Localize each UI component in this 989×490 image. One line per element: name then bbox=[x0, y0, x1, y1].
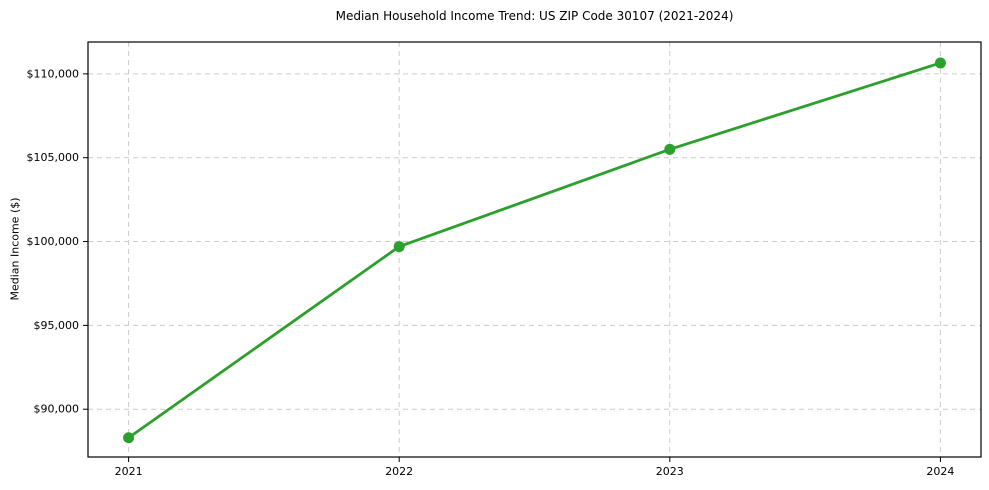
y-tick-label: $95,000 bbox=[34, 319, 80, 332]
data-point-2023 bbox=[664, 143, 676, 155]
data-point-2022 bbox=[393, 241, 405, 253]
y-tick-label: $90,000 bbox=[34, 403, 80, 416]
data-point-2024 bbox=[934, 57, 946, 69]
data-point-2021 bbox=[123, 432, 135, 444]
chart-title: Median Household Income Trend: US ZIP Co… bbox=[335, 9, 734, 23]
x-tick-label: 2021 bbox=[115, 465, 143, 478]
x-tick-label: 2023 bbox=[656, 465, 684, 478]
plot-border bbox=[87, 41, 982, 458]
y-tick-label: $105,000 bbox=[27, 151, 80, 164]
x-tick-label: 2024 bbox=[926, 465, 954, 478]
y-tick-label: $100,000 bbox=[27, 235, 80, 248]
trend-line bbox=[127, 61, 942, 440]
y-tick-label: $110,000 bbox=[27, 67, 80, 80]
x-tick-label: 2022 bbox=[385, 465, 413, 478]
